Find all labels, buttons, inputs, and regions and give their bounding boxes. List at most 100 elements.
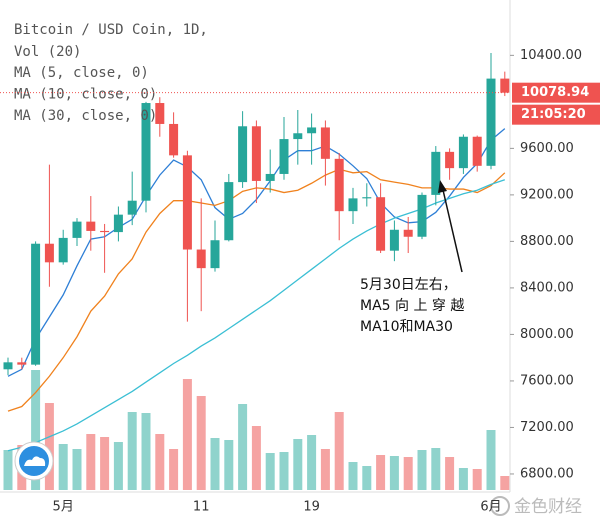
annotation-text: MA10和MA30 [360, 319, 453, 335]
candle-body [86, 221, 96, 231]
volume-bar [362, 466, 372, 490]
volume-bar [334, 412, 344, 490]
candle-body [127, 200, 137, 215]
arrow-head [438, 180, 447, 193]
volume-bar [127, 412, 137, 490]
volume-bar [445, 457, 455, 490]
volume-bar [86, 434, 96, 490]
volume-bar [3, 450, 13, 490]
y-tick-label: 7600.00 [520, 373, 574, 388]
y-tick-label: 10400.00 [520, 48, 582, 63]
volume-bar [44, 403, 54, 490]
candle-body [17, 362, 27, 365]
volume-bar [169, 449, 179, 490]
candle-body [445, 151, 455, 169]
last-price-label: 10078.94 [521, 85, 589, 100]
candle-body [486, 78, 496, 166]
candle-body [500, 78, 510, 93]
candle-body [210, 240, 220, 269]
x-tick-label: 5月 [53, 500, 74, 515]
volume-bar [224, 440, 234, 490]
candle-body [238, 126, 248, 183]
candle-body [389, 229, 399, 251]
legend-entry: MA (30, close, 0) [14, 108, 157, 124]
candle-body [265, 173, 275, 181]
countdown-label: 21:05:20 [521, 107, 586, 122]
candle-body [307, 127, 317, 134]
x-tick-label: 6月 [480, 500, 501, 515]
candle-body [417, 194, 427, 237]
volume-legend: Vol (20) [14, 44, 81, 60]
candle-body [182, 155, 192, 250]
volume-bar [113, 442, 123, 490]
volume-bar [279, 452, 289, 490]
volume-bar [403, 457, 413, 490]
last-price-tag [512, 82, 600, 103]
candle-body [362, 197, 372, 199]
candle-body [458, 136, 468, 169]
volume-bar [389, 456, 399, 490]
candle-body [155, 103, 165, 124]
candle-body [3, 362, 13, 370]
candle-body [44, 243, 54, 263]
annotation: 5月30日左右， MA5 向 上 穿 越 MA10和MA30 [360, 180, 464, 335]
candle-body [334, 158, 344, 212]
plot-area [3, 53, 510, 490]
y-tick-label: 8000.00 [520, 327, 574, 342]
legend-entry: MA (10, close, 0) [14, 87, 157, 103]
logo [14, 441, 54, 481]
volume-bar [196, 396, 206, 490]
volume-bar [58, 444, 68, 490]
volume-bar [458, 468, 468, 490]
candle-body [293, 133, 303, 140]
volume-bar [210, 438, 220, 490]
candle-body [58, 237, 68, 263]
y-tick-label: 9200.00 [520, 187, 574, 202]
volume-bar [182, 379, 192, 490]
volume-bar [348, 462, 358, 490]
annotation-text: MA5 向 上 穿 越 [360, 298, 464, 314]
candle-body [472, 136, 482, 166]
volume-bar [320, 449, 330, 490]
volume-bar [100, 437, 110, 490]
watermark-icon [490, 496, 510, 516]
candle-body [279, 139, 289, 174]
volume-bar [31, 370, 41, 490]
volume-bar [472, 469, 482, 490]
volume-bar [155, 434, 165, 490]
volume-bar [293, 439, 303, 490]
volume-bar [265, 453, 275, 490]
chart-title: Bitcoin / USD Coin, 1D, [14, 22, 208, 38]
candle-body [224, 182, 234, 241]
candle-body [376, 197, 386, 251]
y-tick-label: 6800.00 [520, 466, 574, 481]
countdown-tag [512, 104, 600, 125]
volume-bar [307, 435, 317, 490]
logo-cloud [24, 456, 46, 466]
volume-bar [500, 476, 510, 490]
y-tick-label: 8400.00 [520, 280, 574, 295]
annotation-text: 5月30日左右， [360, 277, 457, 293]
candle-body [320, 127, 330, 159]
watermark: 金色财经 [514, 497, 582, 517]
candle-body [431, 151, 441, 195]
y-tick-label: 7200.00 [520, 420, 574, 435]
candle-body [113, 214, 123, 233]
volume-bar [251, 426, 261, 490]
candle-body [251, 126, 261, 181]
legend-entry: MA (5, close, 0) [14, 65, 149, 81]
candle-body [169, 123, 179, 156]
volume-bar [417, 450, 427, 490]
x-tick-label: 11 [193, 500, 210, 515]
volume-bar [72, 449, 82, 490]
candle-body [72, 221, 82, 238]
y-tick-label: 8800.00 [520, 234, 574, 249]
candle-body [348, 198, 358, 212]
volume-bar [486, 430, 496, 490]
annotation-arrow [442, 189, 463, 273]
volume-bar [431, 448, 441, 490]
candle-body [403, 229, 413, 237]
volume-bar [141, 413, 151, 490]
candle-body [31, 243, 41, 365]
